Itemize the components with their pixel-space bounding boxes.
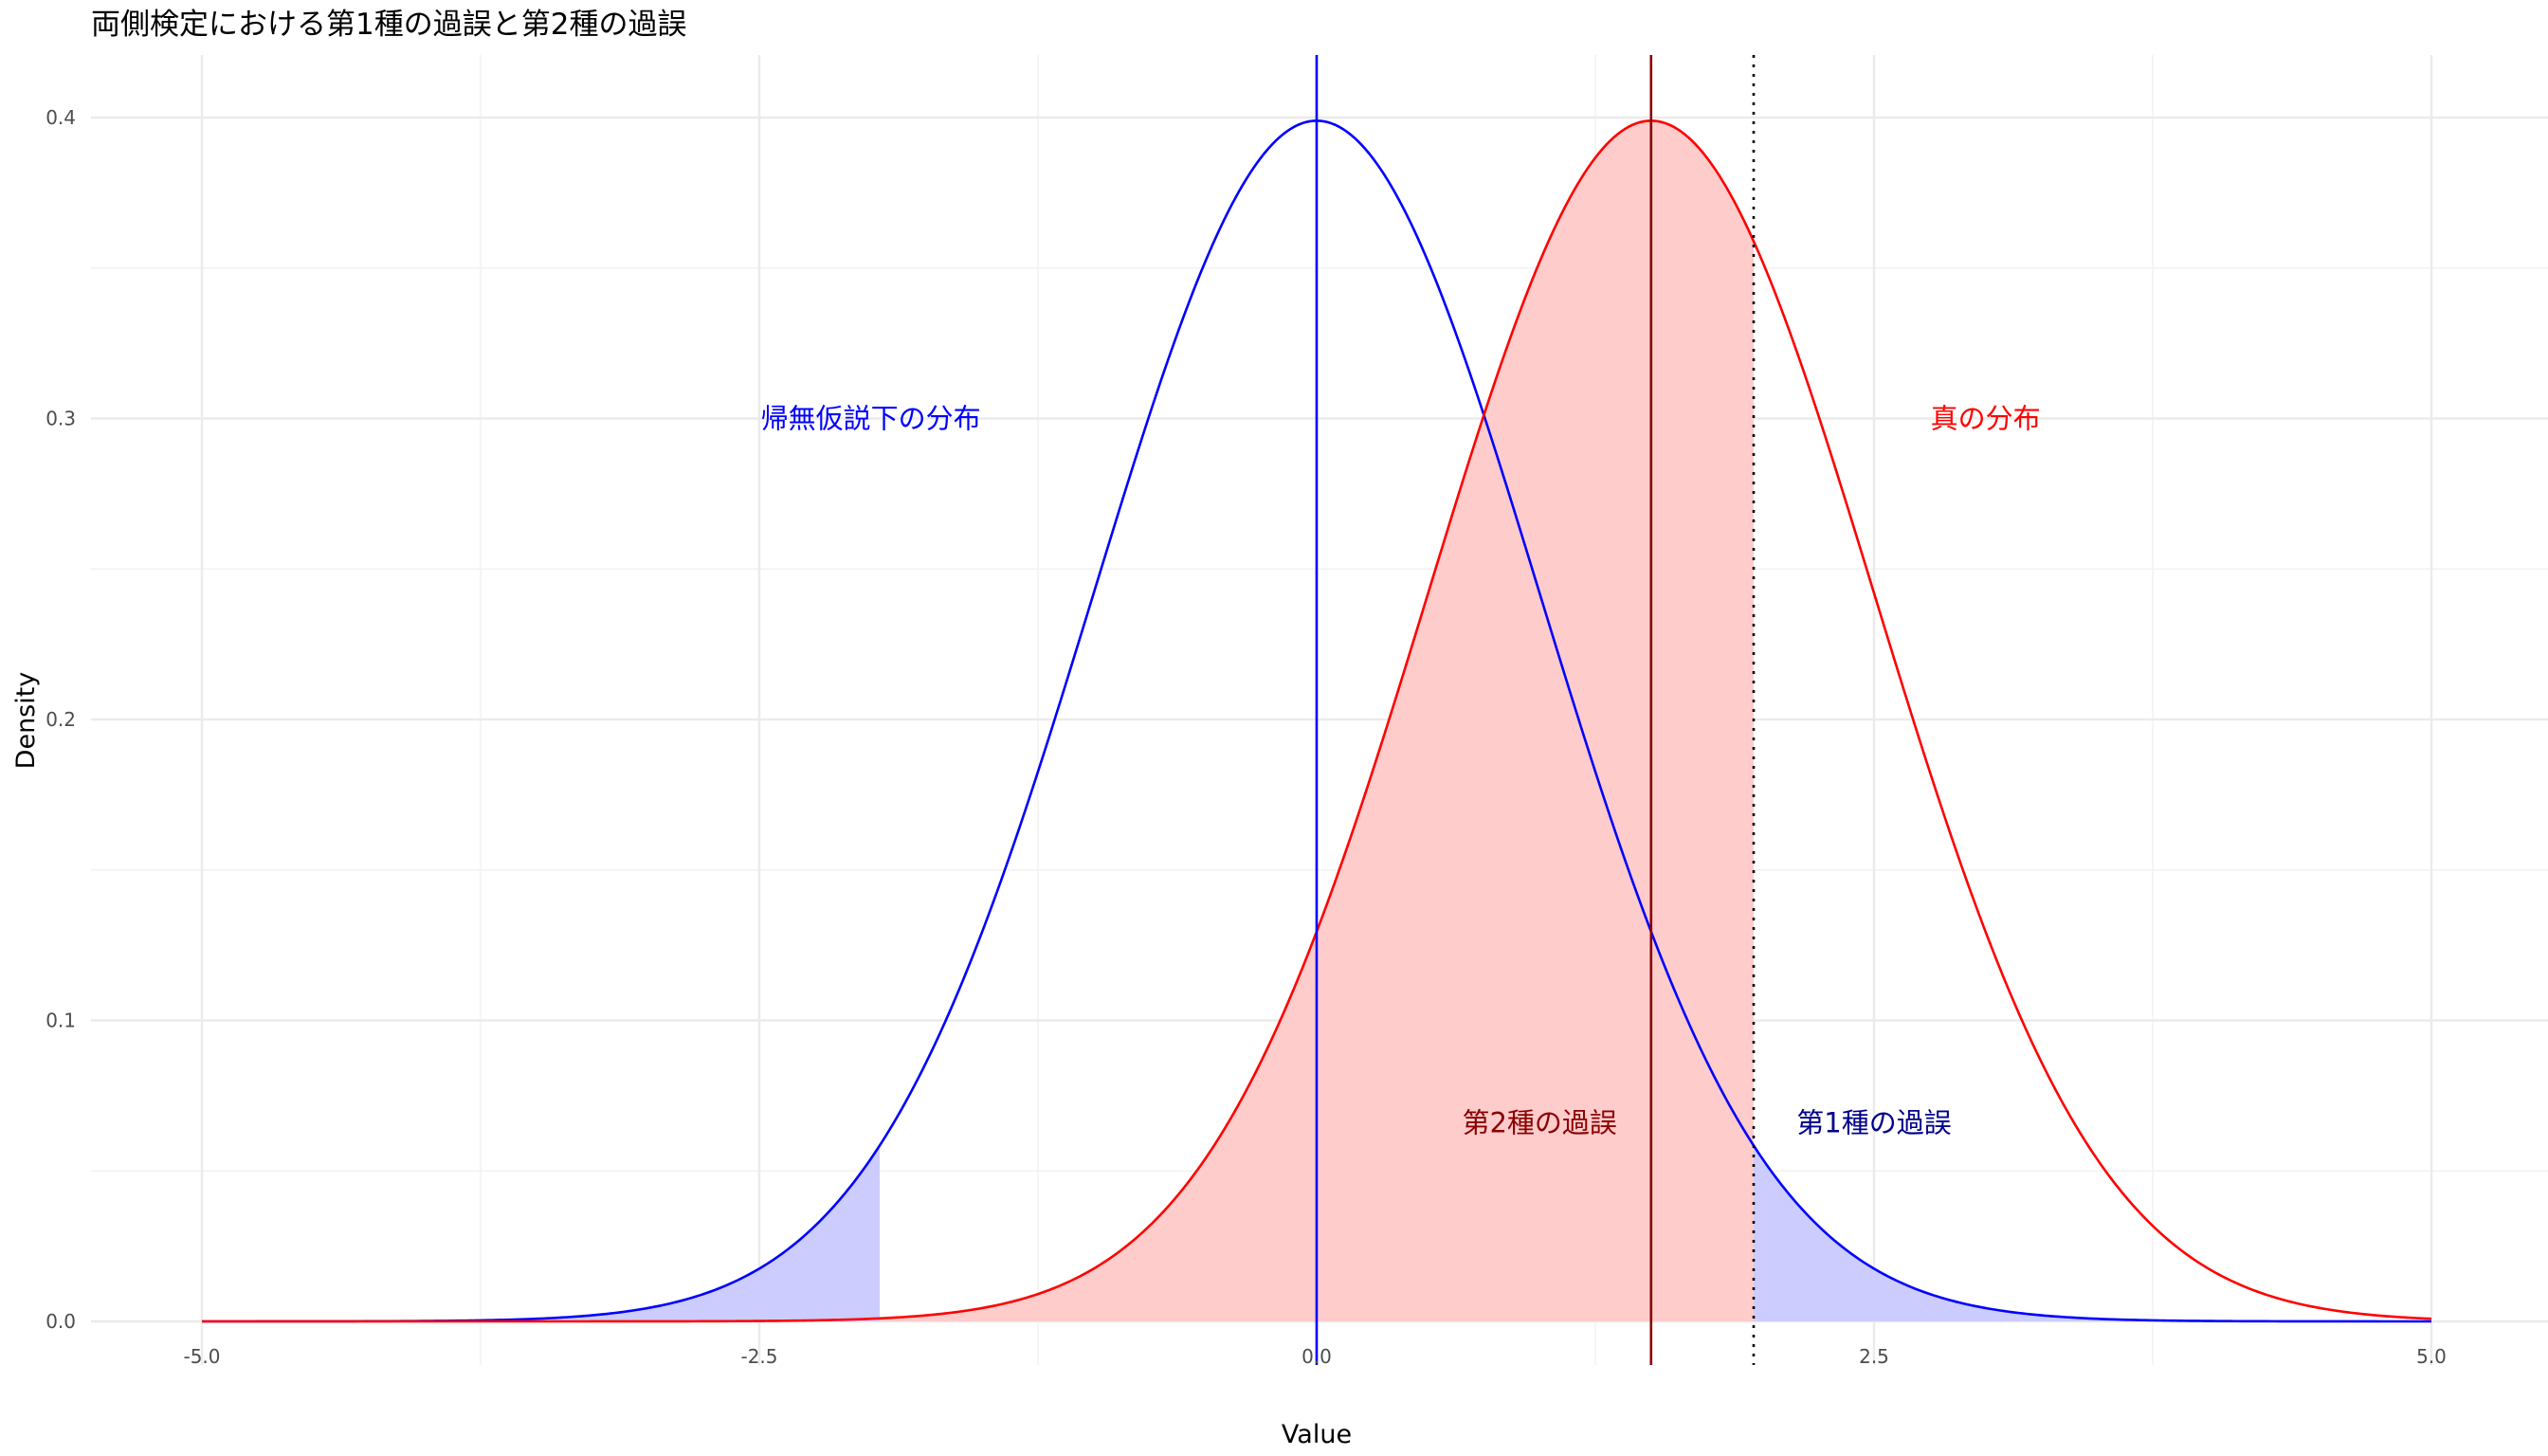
x-tick-label: -5.0 [183, 1345, 220, 1368]
y-tick-label: 0.1 [46, 1010, 76, 1032]
x-tick-label: -2.5 [740, 1345, 777, 1368]
y-tick-label: 0.0 [46, 1310, 76, 1333]
annotation-3: 第2種の過誤 [1462, 1106, 1616, 1138]
annotation-2: 真の分布 [1931, 403, 2041, 435]
x-tick-label: 2.5 [1859, 1345, 1889, 1368]
y-tick-label: 0.3 [46, 408, 76, 430]
shaded-region-1 [202, 1145, 881, 1321]
x-axis-title: Value [1282, 1420, 1352, 1449]
reference-lines [1315, 55, 1756, 1365]
y-axis-ticks: 0.0 0.1 0.2 0.3 0.4 [46, 106, 76, 1333]
chart-title: 両側検定における第1種の過誤と第2種の過誤 [91, 8, 686, 42]
annotation-1: 帰無仮説下の分布 [761, 403, 981, 435]
x-tick-label: 0.0 [1301, 1345, 1332, 1368]
shaded-regions [202, 120, 2431, 1321]
annotation-4: 第1種の過誤 [1796, 1106, 1951, 1138]
shaded-region-2 [1753, 1145, 2431, 1321]
x-tick-label: 5.0 [2416, 1345, 2447, 1368]
y-tick-label: 0.4 [46, 106, 76, 129]
y-axis-title: Density [11, 672, 41, 770]
shaded-region-3 [880, 120, 1754, 1321]
x-axis-ticks: -5.0 -2.5 0.0 2.5 5.0 [183, 1345, 2446, 1368]
y-tick-label: 0.2 [46, 708, 76, 731]
